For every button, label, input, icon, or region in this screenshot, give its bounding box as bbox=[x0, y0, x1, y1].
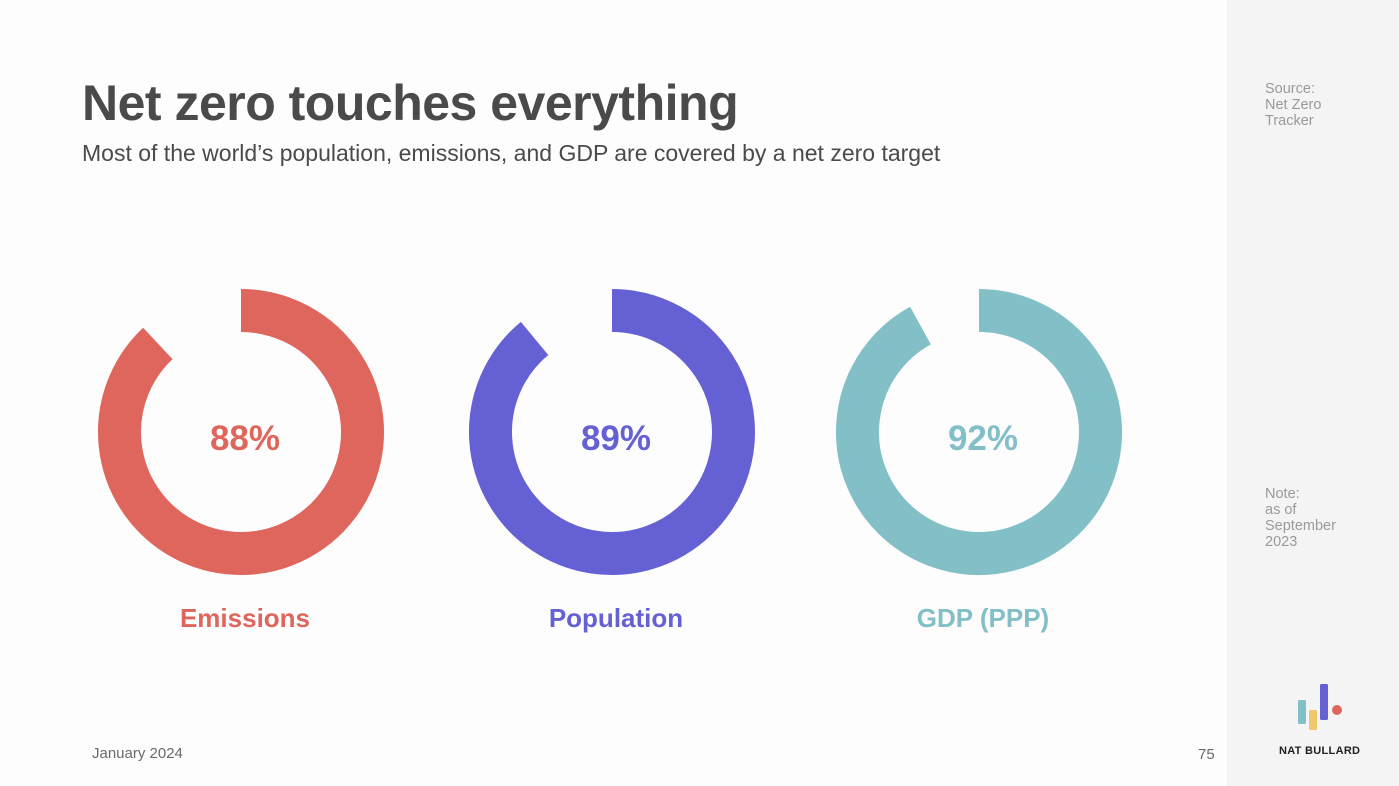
donut-category-label: Population bbox=[549, 603, 683, 633]
note-label: Note: bbox=[1265, 486, 1300, 502]
note-line: September bbox=[1265, 518, 1336, 534]
page-subtitle: Most of the world’s population, emission… bbox=[82, 140, 941, 166]
page-title: Net zero touches everything bbox=[82, 75, 739, 131]
bar-chart-logo-icon bbox=[1298, 684, 1342, 730]
slide-main bbox=[0, 0, 1227, 786]
brand-name: NAT BULLARD bbox=[1279, 745, 1361, 757]
note-line: as of bbox=[1265, 502, 1297, 518]
page-number: 75 bbox=[1198, 746, 1215, 763]
donut-value-label: 89% bbox=[581, 419, 651, 458]
donut-category-label: GDP (PPP) bbox=[917, 603, 1049, 633]
footer-date: January 2024 bbox=[92, 745, 183, 762]
source-label: Source: bbox=[1265, 81, 1315, 97]
source-line: Net Zero bbox=[1265, 97, 1322, 113]
donut-value-label: 92% bbox=[948, 419, 1018, 458]
slide-sidebar bbox=[1227, 0, 1399, 786]
donut-chart: 88% Emissions 89% Population 92% GDP (PPP) bbox=[98, 289, 1122, 633]
donut-arc-emissions bbox=[98, 289, 384, 575]
note-line: 2023 bbox=[1265, 534, 1298, 550]
donut-arc-gdp-ppp bbox=[836, 289, 1122, 575]
donut-arc-population bbox=[469, 289, 755, 575]
donut-category-label: Emissions bbox=[180, 603, 310, 633]
source-line: Tracker bbox=[1265, 113, 1314, 129]
donut-value-label: 88% bbox=[210, 419, 280, 458]
source-note: Source: Net Zero Tracker bbox=[1265, 81, 1321, 129]
date-note: Note: as of September 2023 bbox=[1265, 486, 1336, 550]
